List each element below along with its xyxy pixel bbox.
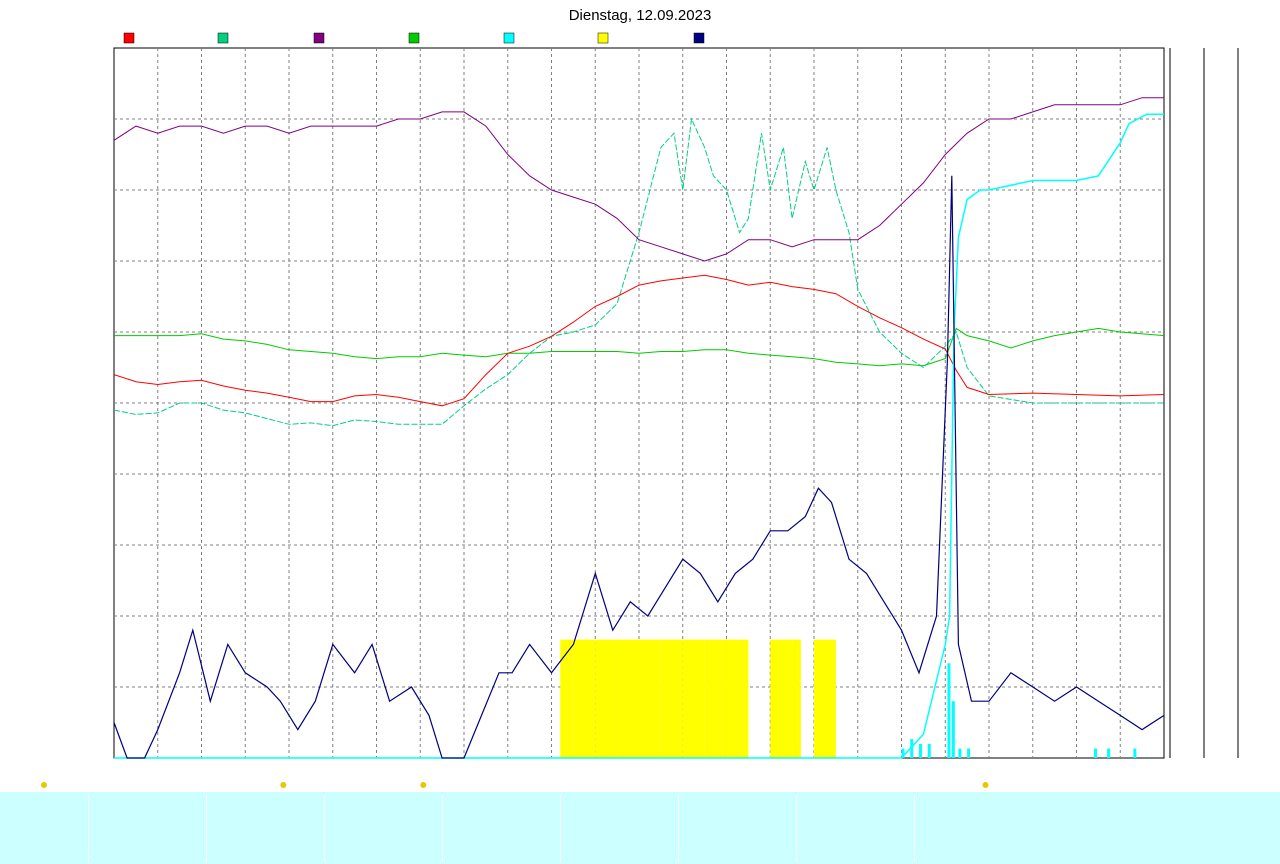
legend-swatch [123,32,135,44]
rain-bar [919,743,922,758]
sunshine-bar [560,639,574,758]
legend-swatch [217,32,229,44]
legend-swatch [597,32,609,44]
series-line-feuchte-a- [113,97,1164,262]
chart-title: Dienstag, 12.09.2023 [569,7,712,24]
sunshine-bar [704,639,723,758]
legend-swatch [408,32,420,44]
sunshine-bar [573,639,596,758]
legend-swatch [693,32,705,44]
sun-marker-icon [420,782,427,788]
series-line-regen [114,113,1164,759]
column-divider [324,794,325,862]
chart-grid [113,47,1239,759]
column-divider [88,794,89,862]
series-line-luftdruck [114,327,1165,367]
sun-marker-icon [280,782,287,788]
sunshine-bar [595,639,618,758]
sunshine-bar [770,639,793,758]
column-divider [914,794,915,862]
sunshine-bar [722,639,749,758]
column-divider [206,794,207,862]
sunshine-bar [639,639,661,758]
rain-bar [947,663,951,758]
rain-bar [901,748,905,758]
sunshine-bar [814,639,836,758]
rain-bar [951,701,955,758]
rain-bar [967,748,971,758]
sunshine-bar [682,639,705,758]
series-line-temp-2m- [113,274,1165,407]
series-line-windb-en [113,175,1165,759]
column-divider [678,794,679,862]
sun-marker-icon [982,782,989,788]
rain-bar [910,739,914,758]
chart-legend [123,32,705,44]
legend-swatch [503,32,515,44]
sunshine-bar [660,639,683,758]
rain-bar [1107,748,1111,758]
sunshine-bar [617,639,639,758]
column-divider [442,794,443,862]
column-divider [796,794,797,862]
rain-bar [1094,748,1097,758]
legend-swatch [313,32,325,44]
rain-bar [1133,748,1137,758]
sun-marker-icon [41,782,47,788]
sunshine-bar [792,639,801,758]
rain-bar [958,748,962,758]
column-divider [560,794,561,862]
statistics-table [0,792,1280,864]
series-line-temp-5-cm [113,117,1164,427]
weather-chart: Dienstag, 12.09.2023 [41,7,1239,788]
time-markers [41,782,989,788]
chart-series [113,97,1165,759]
rain-bar [927,743,931,758]
